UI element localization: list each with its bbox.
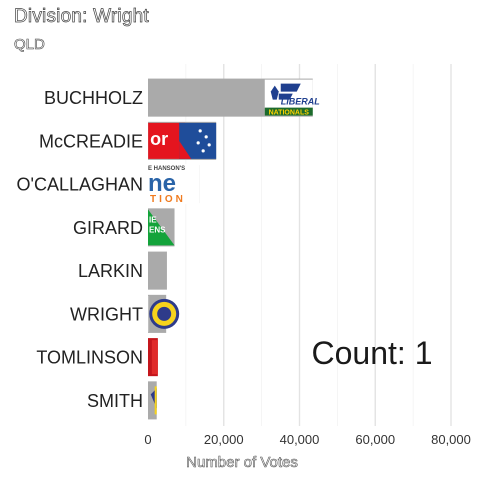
y-tick-label: BUCHHOLZ [44, 88, 143, 108]
x-tick-label: 80,000 [431, 432, 471, 447]
svg-text:TION: TION [150, 194, 186, 205]
x-tick-label: 20,000 [204, 432, 244, 447]
svg-text:NATIONALS: NATIONALS [269, 110, 310, 117]
y-tick-label: SMITH [87, 391, 143, 411]
y-tick-label: WRIGHT [70, 304, 143, 324]
labor-logo: or [148, 123, 216, 159]
svg-text:ne: ne [148, 170, 176, 197]
x-tick-label: 0 [144, 432, 151, 447]
gridlines [186, 64, 451, 426]
svg-text:LIBERAL: LIBERAL [281, 97, 320, 107]
bar [148, 252, 167, 290]
x-tick-labels: 0 20,000 40,000 60,000 80,000 [144, 432, 471, 447]
y-tick-label: O'CALLAGHAN [17, 175, 143, 195]
svg-text:IE: IE [149, 215, 157, 224]
y-tick-label: McCREADIE [39, 131, 143, 151]
y-tick-label: LARKIN [78, 261, 143, 281]
y-tick-label: TOMLINSON [36, 348, 143, 368]
red-party-logo [152, 340, 158, 374]
y-tick-label: GIRARD [73, 218, 143, 238]
svg-text:ENS: ENS [149, 225, 166, 234]
y-tick-labels: BUCHHOLZ McCREADIE O'CALLAGHAN GIRARD LARKIN… [17, 88, 143, 411]
x-axis-label: Number of Votes [186, 454, 298, 471]
x-tick-label: 40,000 [280, 432, 320, 447]
count-annotation: Count: 1 [312, 335, 433, 371]
svg-text:or: or [150, 129, 168, 149]
x-tick-label: 60,000 [355, 432, 395, 447]
liberal-nationals-logo: LIBERAL NATIONALS [265, 80, 320, 117]
